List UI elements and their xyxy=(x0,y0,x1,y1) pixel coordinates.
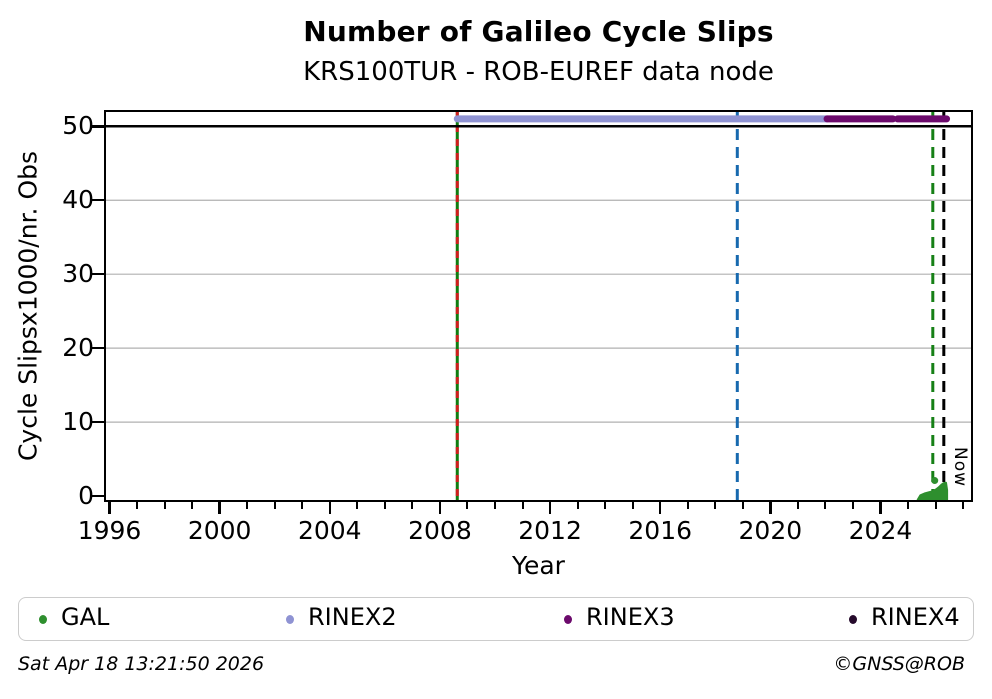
x-tick-minor xyxy=(907,502,910,509)
x-tick-label: 2012 xyxy=(518,516,582,545)
x-tick-minor xyxy=(576,502,579,509)
legend-label: RINEX2 xyxy=(308,603,397,631)
y-tick-label: 10 xyxy=(62,407,94,437)
legend-marker-icon xyxy=(564,615,572,624)
x-tick-major xyxy=(879,502,882,514)
x-tick-minor xyxy=(136,502,139,509)
y-tick-label: 20 xyxy=(62,333,94,363)
x-tick-label: 2004 xyxy=(297,516,362,545)
legend: GAL RINEX2 RINEX3 RINEX4 xyxy=(18,597,974,641)
x-tick-minor xyxy=(686,502,689,509)
x-tick-minor xyxy=(466,502,469,509)
y-tick xyxy=(92,125,104,128)
x-tick-minor xyxy=(493,502,496,509)
x-tick-minor xyxy=(383,502,386,509)
x-tick-major xyxy=(218,502,221,514)
y-tick xyxy=(92,272,104,276)
x-tick-minor xyxy=(631,502,634,509)
x-tick-minor xyxy=(411,502,414,509)
legend-marker-icon xyxy=(286,615,294,624)
legend-label: RINEX3 xyxy=(586,603,675,631)
x-tick-minor xyxy=(301,502,304,509)
x-tick-minor xyxy=(796,502,799,509)
x-tick-minor xyxy=(741,502,744,509)
legend-marker-icon xyxy=(849,615,857,624)
chart-title: Number of Galileo Cycle Slips xyxy=(303,15,774,48)
plot-area xyxy=(104,110,973,502)
plot-border xyxy=(104,110,973,502)
y-tick xyxy=(92,494,104,498)
x-tick-minor xyxy=(356,502,359,509)
x-tick-major xyxy=(769,502,772,514)
y-tick xyxy=(92,346,104,350)
x-tick-minor xyxy=(521,502,524,509)
x-tick-minor xyxy=(851,502,854,509)
y-tick xyxy=(92,198,104,202)
timestamp-text: Sat Apr 18 13:21:50 2026 xyxy=(18,653,265,675)
gal-scatter-blob xyxy=(916,481,949,501)
y-tick-label: 40 xyxy=(62,185,94,215)
x-tick-major xyxy=(108,502,111,514)
x-tick-minor xyxy=(824,502,827,509)
legend-label: GAL xyxy=(61,603,110,631)
x-tick-label: 2020 xyxy=(738,516,803,545)
x-tick-label: 1996 xyxy=(77,516,142,545)
legend-label: RINEX4 xyxy=(871,603,960,631)
x-tick-label: 2000 xyxy=(187,516,252,545)
chart-subtitle: KRS100TUR - ROB-EUREF data node xyxy=(303,57,774,87)
x-tick-label: 2008 xyxy=(408,516,472,545)
x-tick-major xyxy=(438,502,442,514)
gal-scatter-point xyxy=(931,477,939,485)
x-tick-minor xyxy=(934,502,937,509)
credit-text: ©GNSS@ROB xyxy=(833,653,965,675)
x-tick-label: 2016 xyxy=(628,516,693,545)
x-tick-major xyxy=(548,502,552,514)
x-tick-minor xyxy=(191,502,194,509)
x-tick-minor xyxy=(962,502,965,509)
y-tick xyxy=(92,420,104,424)
now-label: Now xyxy=(949,447,970,488)
x-tick-minor xyxy=(246,502,249,509)
x-tick-minor xyxy=(163,502,166,509)
x-tick-minor xyxy=(273,502,276,509)
x-axis-label: Year xyxy=(512,551,565,580)
x-tick-minor xyxy=(714,502,717,509)
y-tick-label: 0 xyxy=(78,481,94,511)
x-tick-label: 2024 xyxy=(848,516,913,545)
legend-marker-icon xyxy=(39,615,47,624)
y-tick-label: 50 xyxy=(62,111,94,141)
x-tick-major xyxy=(658,502,662,514)
x-tick-minor xyxy=(604,502,607,509)
y-tick-label: 30 xyxy=(62,259,94,289)
x-tick-major xyxy=(328,502,332,514)
